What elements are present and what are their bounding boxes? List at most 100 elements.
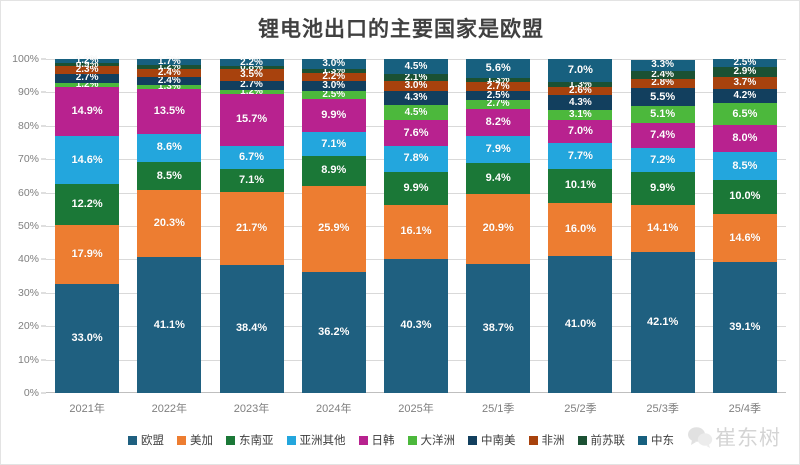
bar-segment[interactable]: 1.3% <box>301 66 366 76</box>
bar-segment[interactable]: 1.2% <box>137 61 202 71</box>
bar-segment[interactable]: 14.9% <box>55 86 120 136</box>
bar-column[interactable]: 38.4% 21.7% 7.1% 6.7% 15.7% 1.2% 2.7% 3.5% 0.8% 2… <box>219 57 284 393</box>
bar-segment[interactable]: 2.2% <box>301 72 366 82</box>
bar-segment[interactable]: 10.1% <box>548 169 613 203</box>
bar-segment[interactable]: 7.7% <box>548 143 613 170</box>
bar-segment[interactable]: 2.4% <box>137 67 202 77</box>
legend-item[interactable]: 非洲 <box>528 432 565 448</box>
bar-segment[interactable]: 8.9% <box>301 155 366 186</box>
bar-segment[interactable]: 7.0% <box>548 120 613 144</box>
bar-segment[interactable]: 14.6% <box>55 135 120 185</box>
bar-segment[interactable]: 7.2% <box>630 148 695 173</box>
bar-segment[interactable]: 17.9% <box>55 224 120 284</box>
legend-item[interactable]: 亚洲其他 <box>286 432 346 448</box>
bar-segment[interactable]: 2.2% <box>219 57 284 67</box>
bar-segment[interactable]: 36.2% <box>301 272 366 393</box>
bar-segment[interactable]: 5.1% <box>630 106 695 124</box>
bar-segment[interactable]: 7.4% <box>630 123 695 149</box>
bar-segment[interactable]: 16.1% <box>383 204 448 259</box>
bar-segment[interactable]: 5.5% <box>630 88 695 107</box>
bar-segment[interactable]: 5.6% <box>466 59 531 79</box>
bar-segment[interactable]: 4.5% <box>383 59 448 74</box>
bar-segment[interactable]: 2.5% <box>466 90 531 100</box>
bar-segment[interactable]: 15.7% <box>219 93 284 147</box>
bar-segment[interactable]: 9.4% <box>466 162 531 194</box>
bar-segment[interactable]: 3.0% <box>301 59 366 70</box>
bar-segment[interactable]: 10.0% <box>712 180 777 214</box>
bar-segment[interactable]: 8.0% <box>712 125 777 152</box>
bar-segment[interactable]: 3.0% <box>301 80 366 91</box>
bar-segment[interactable]: 9.9% <box>301 99 366 133</box>
bar-segment[interactable]: 2.8% <box>630 78 695 89</box>
bar-segment[interactable]: 38.4% <box>219 264 284 393</box>
bar-column[interactable]: 33.0% 17.9% 12.2% 14.6% 14.9% 1.2% 2.7% 2.3% 0.9… <box>55 56 120 393</box>
bar-segment[interactable]: 7.0% <box>548 59 613 83</box>
bar-segment[interactable]: 42.1% <box>630 252 695 393</box>
bar-segment[interactable]: 2.5% <box>301 89 366 99</box>
bar-segment[interactable]: 39.1% <box>712 262 777 393</box>
bar-segment[interactable]: 9.9% <box>383 171 448 205</box>
bar-segment[interactable]: 40.3% <box>383 258 448 393</box>
bar-segment[interactable]: 7.8% <box>383 145 448 172</box>
bar-segment[interactable]: 7.9% <box>466 136 531 163</box>
bar-column[interactable]: 40.3% 16.1% 9.9% 7.8% 7.6% 4.5% 4.3% 3.0% 2.1% 4.… <box>383 59 448 393</box>
bar-segment[interactable]: 0.8% <box>219 62 284 72</box>
legend-item[interactable]: 大洋洲 <box>407 432 455 448</box>
bar-segment[interactable]: 9.9% <box>630 172 695 206</box>
bar-segment[interactable]: 8.2% <box>466 108 531 137</box>
bar-segment[interactable]: 12.2% <box>55 184 120 225</box>
bar-segment[interactable]: 2.3% <box>55 64 120 74</box>
bar-column[interactable]: 36.2% 25.9% 8.9% 7.1% 9.9% 2.5% 3.0% 2.2% 1.3% 3.… <box>301 59 366 393</box>
bar-segment[interactable]: 21.7% <box>219 192 284 265</box>
bar-segment[interactable]: 1.3% <box>137 81 202 91</box>
bar-segment[interactable]: 1.2% <box>55 79 120 89</box>
bar-segment[interactable]: 2.4% <box>137 75 202 85</box>
legend-item[interactable]: 前苏联 <box>577 432 625 448</box>
bar-segment[interactable]: 4.3% <box>383 91 448 106</box>
bar-segment[interactable]: 2.9% <box>712 67 777 78</box>
bar-segment[interactable]: 2.7% <box>219 80 284 90</box>
legend-item[interactable]: 日韩 <box>358 432 395 448</box>
bar-segment[interactable]: 4.3% <box>548 95 613 110</box>
bar-segment[interactable]: 2.7% <box>466 81 531 92</box>
bar-segment[interactable]: 3.0% <box>383 81 448 92</box>
bar-segment[interactable]: 14.1% <box>630 205 695 253</box>
bar-segment[interactable]: 38.7% <box>466 263 531 393</box>
legend-item[interactable]: 中南美 <box>468 432 516 448</box>
bar-segment[interactable]: 1.2% <box>55 56 120 66</box>
bar-segment[interactable]: 41.0% <box>548 256 613 393</box>
legend-item[interactable]: 中东 <box>638 432 674 448</box>
bar-segment[interactable]: 14.6% <box>712 213 777 263</box>
bar-segment[interactable]: 16.0% <box>548 202 613 257</box>
legend-item[interactable]: 东南亚 <box>226 432 274 448</box>
bar-segment[interactable]: 1.7% <box>137 56 202 66</box>
legend-item[interactable]: 欧盟 <box>128 432 164 448</box>
bar-segment[interactable]: 8.6% <box>137 133 202 163</box>
bar-segment[interactable]: 8.5% <box>137 162 202 191</box>
bar-segment[interactable]: 2.7% <box>55 73 120 83</box>
bar-column[interactable]: 39.1% 14.6% 10.0% 8.5% 8.0% 6.5% 4.2% 3.7% 2.9% 2… <box>712 58 777 393</box>
bar-segment[interactable]: 25.9% <box>301 185 366 273</box>
bar-segment[interactable]: 3.5% <box>219 69 284 81</box>
bar-segment[interactable]: 0.9% <box>55 59 120 69</box>
bar-segment[interactable]: 2.5% <box>712 58 777 68</box>
bar-segment[interactable]: 33.0% <box>55 283 120 393</box>
bar-segment[interactable]: 41.1% <box>137 257 202 393</box>
bar-column[interactable]: 42.1% 14.1% 9.9% 7.2% 7.4% 5.1% 5.5% 2.8% 2.4% 3.… <box>630 59 695 393</box>
bar-segment[interactable]: 2.1% <box>383 72 448 82</box>
bar-segment[interactable]: 6.5% <box>712 103 777 126</box>
bar-segment[interactable]: 2.4% <box>630 69 695 79</box>
bar-segment[interactable]: 6.7% <box>219 146 284 169</box>
bar-segment[interactable]: 3.3% <box>630 59 695 71</box>
bar-segment[interactable]: 8.5% <box>712 151 777 181</box>
bar-segment[interactable]: 2.7% <box>466 99 531 109</box>
bar-segment[interactable]: 7.6% <box>383 120 448 146</box>
bar-column[interactable]: 38.7% 20.9% 9.4% 7.9% 8.2% 2.7% 2.5% 2.7% 1.3% 5.… <box>466 59 531 393</box>
bar-segment[interactable]: 1.2% <box>219 86 284 96</box>
bar-column[interactable]: 41.1% 20.3% 8.5% 8.6% 13.5% 1.3% 2.4% 2.4% 1.2% 1… <box>137 56 202 393</box>
bar-segment[interactable]: 13.5% <box>137 89 202 134</box>
bar-segment[interactable]: 2.6% <box>548 86 613 96</box>
bar-segment[interactable]: 7.1% <box>301 132 366 156</box>
bar-segment[interactable]: 20.9% <box>466 193 531 264</box>
bar-segment[interactable]: 4.2% <box>712 89 777 104</box>
